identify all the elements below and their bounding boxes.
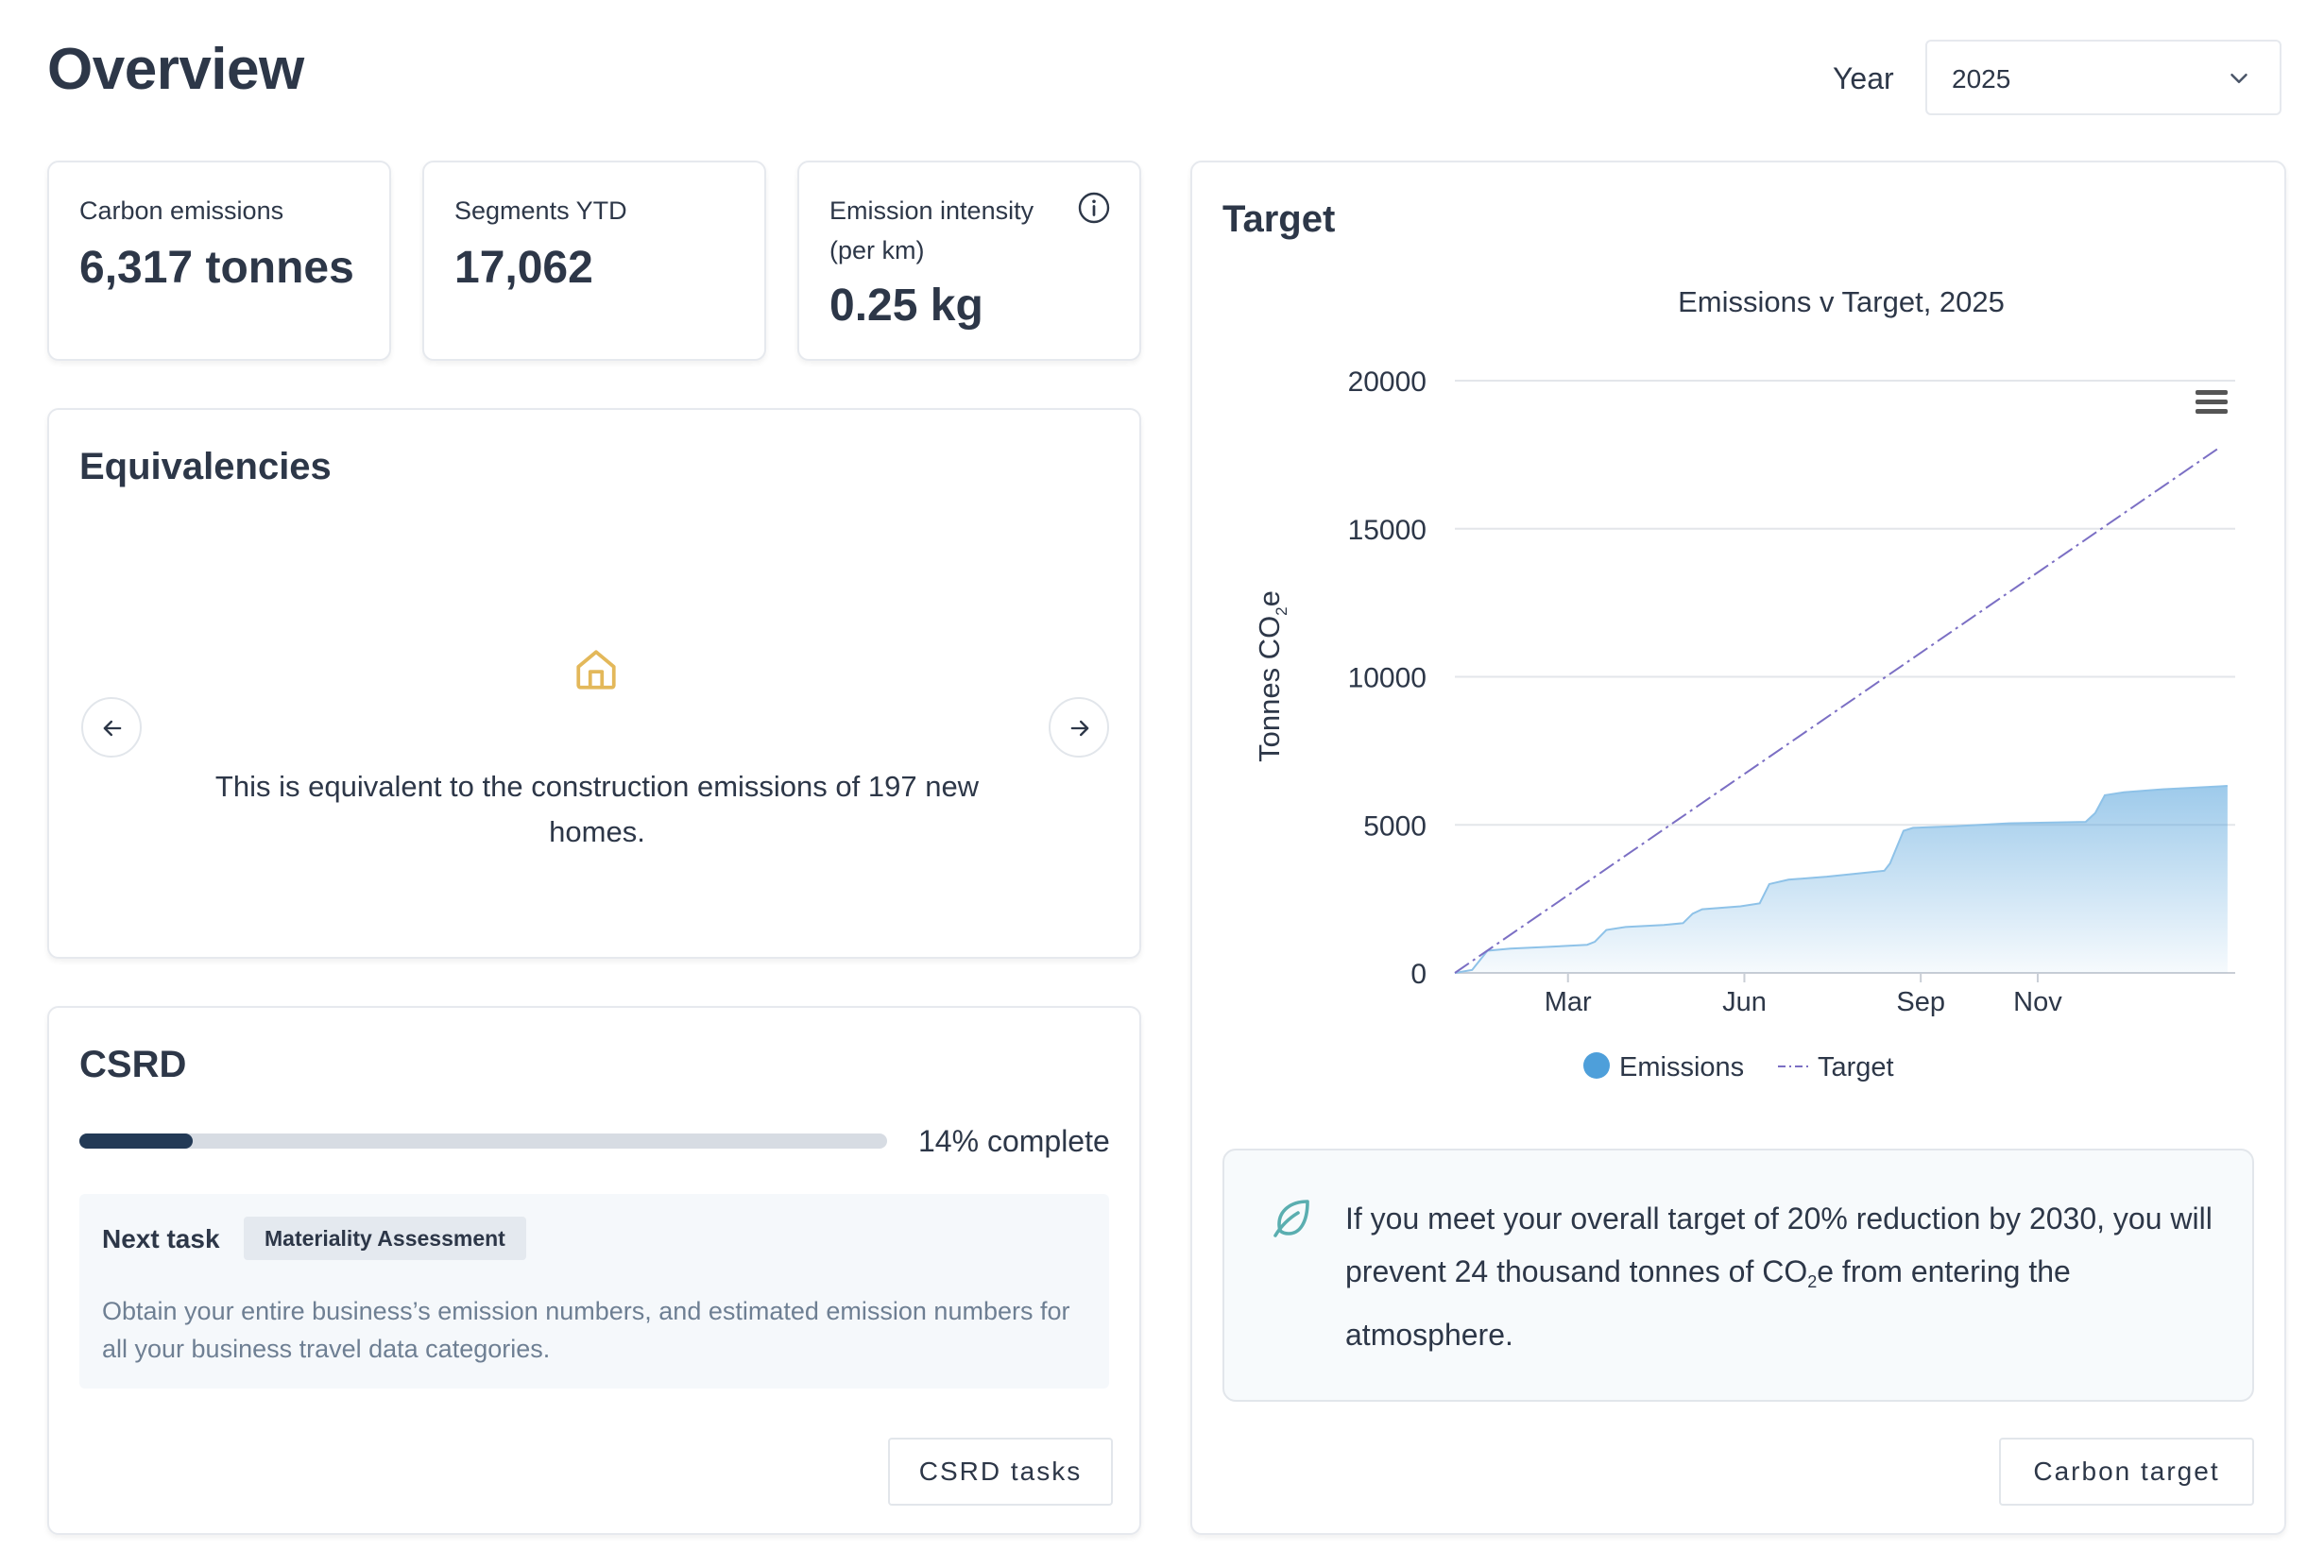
target-card: Target If you meet your overall target o…	[1190, 161, 2286, 1535]
chart-menu-icon[interactable]	[2196, 390, 2228, 414]
next-task-description: Obtain your entire business’s emission n…	[102, 1297, 1070, 1363]
equivalencies-card: Equivalencies This is equivalent to the …	[47, 408, 1141, 959]
arrow-right-icon	[1070, 720, 1089, 737]
kpi-card-carbon-emissions: Carbon emissions 6,317 tonnes	[47, 161, 391, 361]
previous-button[interactable]	[81, 697, 142, 758]
target-title: Target	[1222, 198, 1336, 240]
chevron-down-icon	[2230, 74, 2247, 83]
x-tick-label: Jun	[1722, 987, 1767, 1017]
target-callout: If you meet your overall target of 20% r…	[1222, 1149, 2254, 1402]
y-tick-label: 20000	[1348, 366, 1427, 398]
equivalency-text: This is equivalent to the construction e…	[214, 770, 980, 848]
kpi-value: 6,317 tonnes	[79, 243, 354, 293]
y-tick-label: 15000	[1348, 515, 1427, 546]
next-task-label: Next task	[102, 1224, 220, 1253]
kpi-label: Segments YTD	[454, 196, 627, 225]
carbon-target-button[interactable]: Carbon target	[1999, 1438, 2254, 1506]
house-icon	[576, 650, 616, 690]
kpi-value: 0.25 kg	[829, 281, 983, 331]
chart-title: Emissions v Target, 2025	[1678, 285, 2005, 318]
callout-text-subscript: 2	[1807, 1272, 1818, 1291]
target-line	[1454, 446, 2221, 974]
kpi-label-line2: (per km)	[829, 236, 925, 264]
legend-target-label: Target	[1818, 1052, 1894, 1082]
y-tick-label: 10000	[1348, 663, 1427, 694]
emissions-line	[1454, 784, 2228, 974]
x-tick-label: Mar	[1545, 987, 1592, 1017]
legend-emissions-marker	[1583, 1052, 1610, 1079]
kpi-value: 17,062	[454, 243, 593, 293]
next-task-badge[interactable]: Materiality Assessment	[244, 1217, 526, 1260]
page-title: Overview	[47, 37, 304, 102]
kpi-label: Carbon emissions	[79, 196, 284, 225]
year-label: Year	[1833, 61, 1894, 95]
year-select-value: 2025	[1952, 64, 2011, 94]
callout-text-part1: If you meet your overall target of 20% r…	[1345, 1202, 2213, 1288]
callout-text-part2: e from entering the atmosphere.	[1345, 1254, 2071, 1352]
year-select[interactable]: 2025	[1925, 40, 2281, 115]
info-icon[interactable]	[1077, 191, 1111, 225]
x-tick-label: Nov	[2013, 987, 2062, 1017]
next-task-box: Next task Materiality Assessment Obtain …	[79, 1194, 1109, 1389]
y-tick-label: 0	[1410, 959, 1427, 990]
y-tick-label: 5000	[1363, 810, 1427, 842]
csrd-tasks-button[interactable]: CSRD tasks	[888, 1438, 1113, 1506]
csrd-progress-fill	[79, 1133, 193, 1149]
target-callout-text: If you meet your overall target of 20% r…	[1345, 1192, 2224, 1361]
kpi-label: Emission intensity (per km)	[829, 191, 1034, 270]
legend-emissions-label: Emissions	[1619, 1052, 1744, 1082]
csrd-progress-text: 14% complete	[918, 1124, 1110, 1158]
csrd-title: CSRD	[79, 1044, 187, 1085]
kpi-card-segments-ytd: Segments YTD 17,062	[422, 161, 766, 361]
csrd-progress-bar	[79, 1133, 887, 1149]
leaf-icon	[1273, 1200, 1309, 1237]
arrow-left-icon	[103, 720, 122, 737]
kpi-label-line1: Emission intensity	[829, 196, 1034, 225]
y-axis-label: Tonnes CO2e	[1253, 590, 1290, 762]
x-tick-label: Sep	[1896, 987, 1945, 1017]
next-button[interactable]	[1049, 697, 1109, 758]
kpi-card-emission-intensity: Emission intensity (per km) 0.25 kg	[797, 161, 1141, 361]
equivalencies-title: Equivalencies	[79, 446, 332, 487]
